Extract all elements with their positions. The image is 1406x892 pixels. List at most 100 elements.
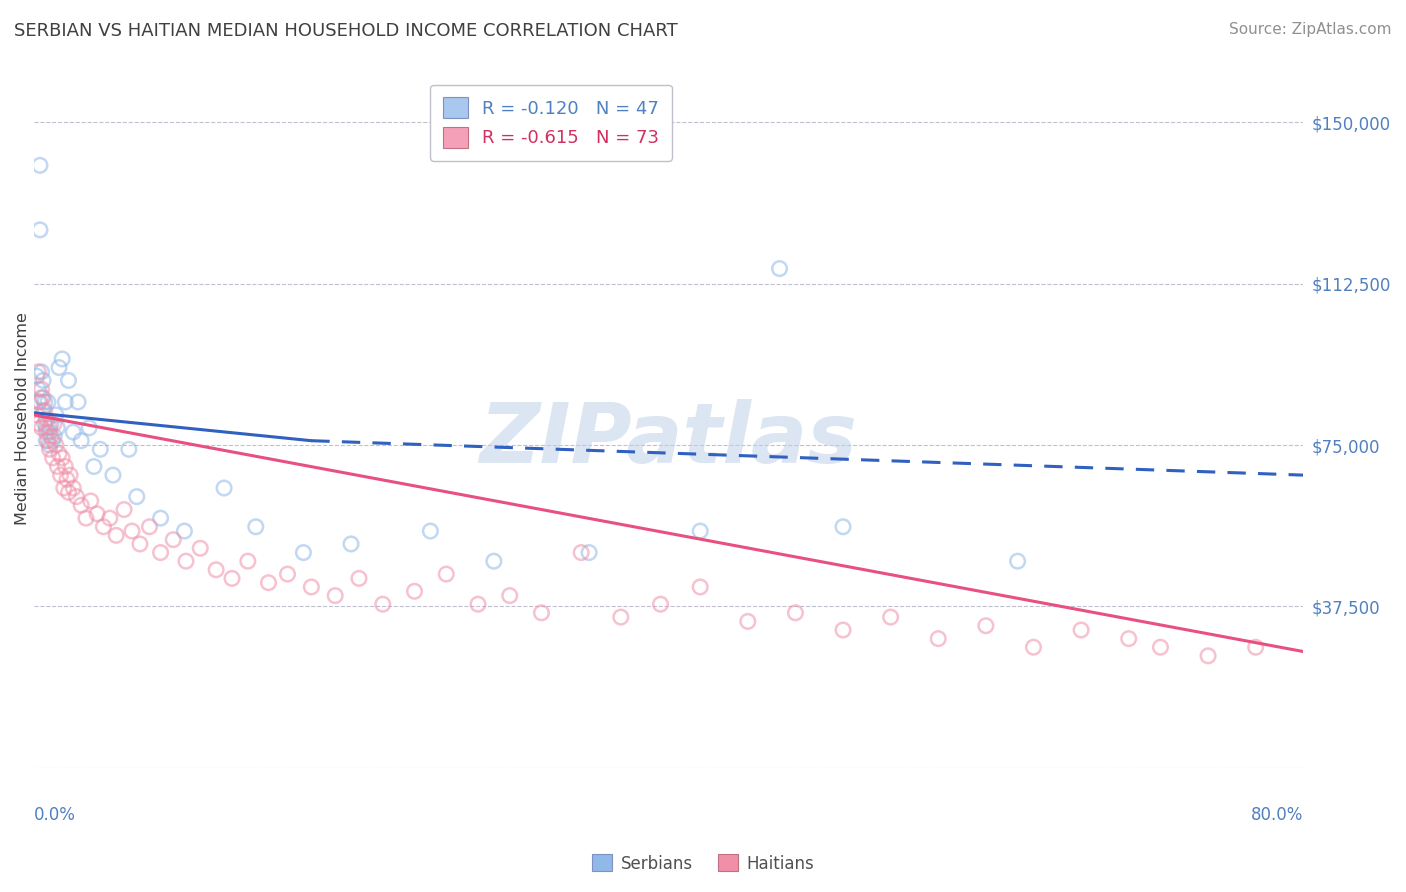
Point bbox=[59, 468, 82, 483]
Point bbox=[31, 382, 53, 396]
Point bbox=[70, 434, 93, 448]
Point bbox=[56, 472, 79, 486]
Point bbox=[93, 520, 115, 534]
Point bbox=[205, 563, 228, 577]
Point bbox=[419, 524, 441, 538]
Point bbox=[25, 369, 48, 384]
Point bbox=[98, 511, 121, 525]
Point bbox=[347, 571, 370, 585]
Point bbox=[236, 554, 259, 568]
Point bbox=[53, 459, 76, 474]
Point bbox=[832, 520, 855, 534]
Point bbox=[37, 395, 59, 409]
Point bbox=[879, 610, 901, 624]
Point bbox=[927, 632, 949, 646]
Point bbox=[49, 468, 72, 483]
Point bbox=[221, 571, 243, 585]
Point bbox=[138, 520, 160, 534]
Point bbox=[65, 490, 87, 504]
Point bbox=[371, 597, 394, 611]
Point bbox=[118, 442, 141, 457]
Point bbox=[31, 421, 53, 435]
Point bbox=[75, 511, 97, 525]
Text: 0.0%: 0.0% bbox=[34, 806, 76, 824]
Point bbox=[45, 438, 67, 452]
Point bbox=[51, 450, 73, 465]
Point bbox=[45, 408, 67, 422]
Point bbox=[80, 494, 103, 508]
Point bbox=[37, 434, 59, 448]
Point bbox=[482, 554, 505, 568]
Point bbox=[257, 575, 280, 590]
Point bbox=[162, 533, 184, 547]
Point bbox=[51, 351, 73, 366]
Point bbox=[28, 158, 51, 172]
Point bbox=[58, 374, 80, 388]
Point bbox=[38, 425, 60, 439]
Point bbox=[499, 589, 522, 603]
Point bbox=[125, 490, 148, 504]
Point bbox=[299, 580, 322, 594]
Point bbox=[28, 395, 51, 409]
Point bbox=[173, 524, 195, 538]
Point bbox=[530, 606, 553, 620]
Point bbox=[832, 623, 855, 637]
Point bbox=[1244, 640, 1267, 655]
Point bbox=[35, 434, 58, 448]
Point bbox=[1070, 623, 1092, 637]
Point bbox=[245, 520, 267, 534]
Point bbox=[46, 459, 69, 474]
Point bbox=[174, 554, 197, 568]
Point bbox=[737, 615, 759, 629]
Point bbox=[77, 421, 100, 435]
Point bbox=[38, 442, 60, 457]
Point bbox=[31, 391, 53, 405]
Point bbox=[70, 498, 93, 512]
Point bbox=[785, 606, 807, 620]
Point bbox=[27, 417, 49, 431]
Point bbox=[35, 425, 58, 439]
Point bbox=[35, 421, 58, 435]
Point bbox=[610, 610, 633, 624]
Point bbox=[32, 374, 55, 388]
Point bbox=[768, 261, 790, 276]
Point bbox=[34, 403, 56, 417]
Point bbox=[41, 434, 63, 448]
Point bbox=[52, 481, 75, 495]
Point bbox=[569, 545, 592, 559]
Point bbox=[434, 567, 457, 582]
Point bbox=[974, 618, 997, 632]
Point bbox=[34, 395, 56, 409]
Point bbox=[101, 468, 124, 483]
Point bbox=[62, 481, 84, 495]
Point bbox=[323, 589, 346, 603]
Text: Source: ZipAtlas.com: Source: ZipAtlas.com bbox=[1229, 22, 1392, 37]
Point bbox=[48, 447, 70, 461]
Text: ZIPatlas: ZIPatlas bbox=[479, 399, 858, 480]
Point bbox=[1007, 554, 1029, 568]
Point bbox=[44, 429, 66, 443]
Point bbox=[1118, 632, 1140, 646]
Point bbox=[1197, 648, 1219, 663]
Point bbox=[41, 450, 63, 465]
Point bbox=[340, 537, 363, 551]
Point bbox=[105, 528, 128, 542]
Point bbox=[83, 459, 105, 474]
Point bbox=[27, 382, 49, 396]
Point bbox=[1149, 640, 1171, 655]
Point bbox=[32, 403, 55, 417]
Point bbox=[404, 584, 426, 599]
Point bbox=[25, 408, 48, 422]
Point bbox=[39, 417, 62, 431]
Point bbox=[46, 421, 69, 435]
Point bbox=[67, 395, 90, 409]
Point bbox=[27, 395, 49, 409]
Point bbox=[27, 365, 49, 379]
Point bbox=[650, 597, 672, 611]
Point bbox=[53, 395, 76, 409]
Point bbox=[188, 541, 211, 556]
Point bbox=[44, 417, 66, 431]
Point bbox=[149, 511, 172, 525]
Point bbox=[149, 545, 172, 559]
Legend: R = -0.120   N = 47, R = -0.615   N = 73: R = -0.120 N = 47, R = -0.615 N = 73 bbox=[430, 85, 672, 161]
